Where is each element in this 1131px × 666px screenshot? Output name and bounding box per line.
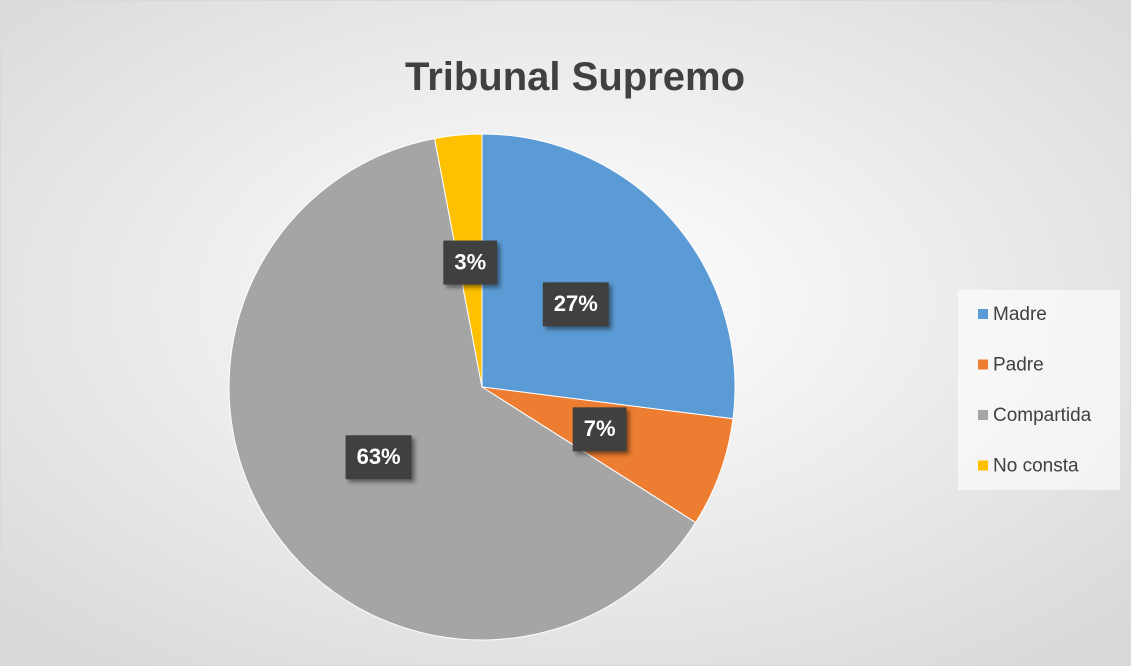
pie-slice — [228, 137, 697, 641]
value-label-box — [443, 240, 498, 285]
legend-swatch — [978, 359, 988, 370]
chart-title: Tribunal Supremo — [405, 55, 745, 99]
value-label-box — [542, 282, 609, 327]
value-label-box — [345, 435, 412, 480]
legend-swatch — [978, 309, 988, 319]
value-label: 63% — [357, 444, 401, 469]
legend-label: Madre — [993, 304, 1047, 325]
value-label: 3% — [454, 249, 486, 274]
pie-slice — [481, 386, 734, 524]
legend-swatch — [978, 460, 988, 471]
pie-slice — [481, 133, 736, 420]
legend-label: Padre — [993, 355, 1044, 376]
legend-label: No consta — [993, 456, 1079, 477]
value-label: 27% — [554, 291, 598, 316]
legend-box — [958, 290, 1120, 490]
legend-label: Compartida — [993, 405, 1092, 426]
value-label-box — [572, 407, 627, 452]
value-label: 7% — [584, 416, 616, 441]
legend-swatch — [978, 410, 988, 420]
